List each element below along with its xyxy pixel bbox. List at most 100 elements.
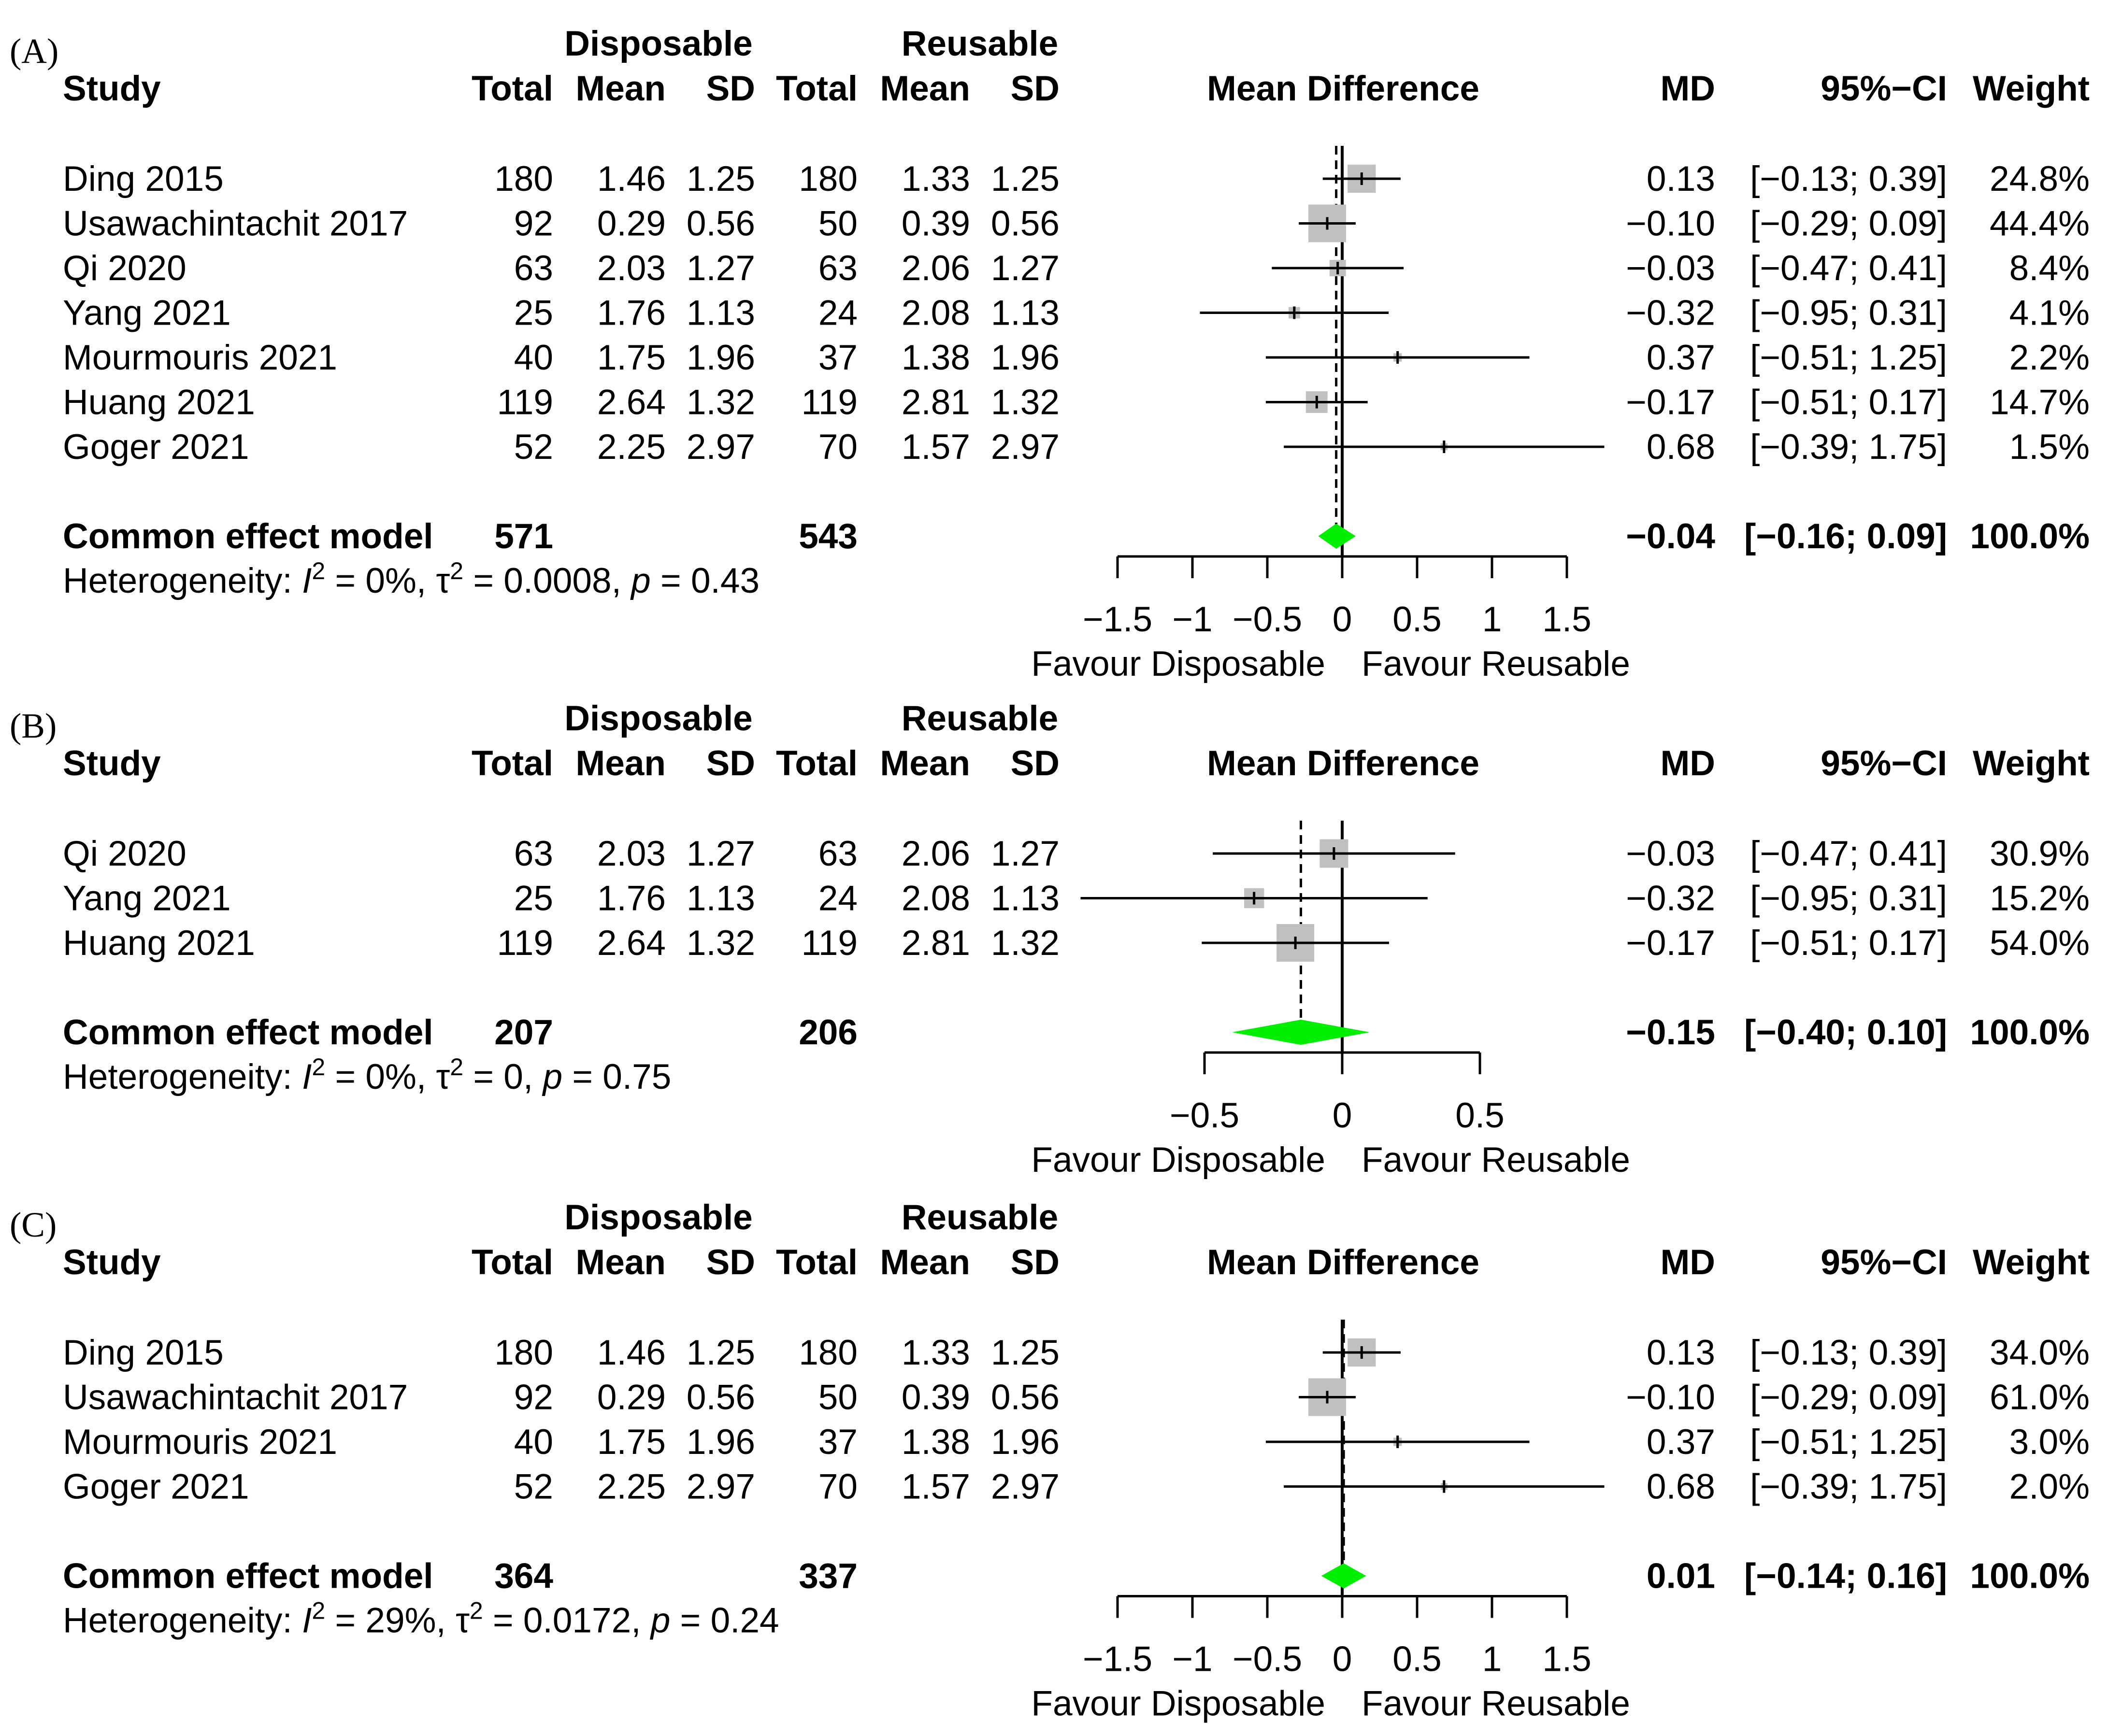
study-name: Usawachintachit 2017 [63, 1378, 408, 1417]
weight-value: 2.2% [2009, 338, 2090, 377]
reusable-sd: 0.56 [991, 1378, 1060, 1417]
pooled-ci-value: [−0.14; 0.16] [1744, 1557, 1947, 1596]
header-group-disposable: Disposable [564, 24, 752, 63]
disposable-total: 25 [514, 294, 553, 333]
header-group-disposable: Disposable [564, 699, 752, 738]
header-mean-reusable: Mean [880, 69, 970, 108]
reusable-mean: 1.33 [902, 1333, 970, 1372]
header-sd-disposable: SD [706, 1243, 755, 1282]
study-name: Huang 2021 [63, 924, 255, 963]
reusable-mean: 2.81 [902, 383, 970, 422]
pooled-disposable-total: 571 [494, 517, 553, 556]
reusable-mean: 1.33 [902, 159, 970, 199]
study-row: Goger 2021 52 2.25 2.97 70 1.57 2.97 0.68 [−0.39… [63, 1467, 2090, 1507]
ci-value: [−0.51; 0.17] [1750, 924, 1947, 963]
x-tick-label: −1 [1172, 600, 1212, 639]
header-md: MD [1660, 69, 1715, 108]
reusable-total: 50 [818, 1378, 858, 1417]
study-name: Ding 2015 [63, 159, 224, 199]
header-md: MD [1660, 1243, 1715, 1282]
header-mean-reusable: Mean [880, 1243, 970, 1282]
study-name: Mourmouris 2021 [63, 338, 337, 377]
ci-value: [−0.51; 1.25] [1750, 338, 1947, 377]
x-tick-label: 0.5 [1455, 1096, 1504, 1135]
disposable-mean: 2.25 [597, 427, 666, 467]
study-row: Usawachintachit 2017 92 0.29 0.56 50 0.39 0.56… [63, 1378, 2090, 1417]
header-sd-reusable: SD [1011, 1243, 1060, 1282]
reusable-total: 50 [818, 204, 858, 243]
x-axis: −0.5 0 0.5 Favour Disposable Favour Reusable [1031, 1051, 1630, 1180]
disposable-mean: 2.03 [597, 834, 666, 873]
pooled-row: Common effect model 571 543 −0.04 [−0.16; 0.… [63, 517, 2090, 556]
ci-value: [−0.39; 1.75] [1750, 427, 1947, 467]
study-name: Yang 2021 [63, 879, 231, 918]
disposable-sd: 0.56 [687, 204, 755, 243]
x-label-right: Favour Reusable [1362, 1684, 1630, 1723]
pooled-ci-value: [−0.40; 0.10] [1744, 1013, 1947, 1052]
header-total-reusable: Total [776, 1243, 858, 1282]
header-mean-disposable: Mean [575, 1243, 666, 1282]
md-value: −0.17 [1626, 924, 1715, 963]
disposable-total: 52 [514, 1467, 553, 1507]
pooled-disposable-total: 207 [494, 1013, 553, 1052]
reusable-total: 180 [799, 159, 858, 199]
disposable-sd: 1.27 [687, 834, 755, 873]
reusable-total: 24 [818, 294, 858, 333]
ci-value: [−0.29; 0.09] [1750, 1378, 1947, 1417]
ci-value: [−0.95; 0.31] [1750, 294, 1947, 333]
header-group-reusable: Reusable [902, 1198, 1059, 1237]
header-ci: 95%−CI [1821, 1243, 1947, 1282]
disposable-sd: 1.13 [687, 294, 755, 333]
x-tick-label: −1 [1172, 1640, 1212, 1679]
weight-value: 54.0% [1990, 924, 2090, 963]
ci-value: [−0.51; 1.25] [1750, 1423, 1947, 1462]
disposable-mean: 2.03 [597, 249, 666, 288]
pooled-diamond [1232, 1020, 1370, 1045]
study-name: Yang 2021 [63, 294, 231, 333]
study-row: Huang 2021 119 2.64 1.32 119 2.81 1.32 −0.17 [−0… [63, 383, 2090, 422]
md-value: 0.13 [1647, 159, 1715, 199]
disposable-mean: 1.76 [597, 879, 666, 918]
heterogeneity-text: Heterogeneity: I2 = 0%, τ2 = 0.0008, p =… [63, 557, 760, 600]
header-mean-difference: Mean Difference [1207, 69, 1479, 108]
study-row: Ding 2015 180 1.46 1.25 180 1.33 1.25 0.13 [−0.1… [63, 1333, 2090, 1372]
study-row: Mourmouris 2021 40 1.75 1.96 37 1.38 1.96 0.37 [… [63, 338, 2090, 377]
disposable-sd: 1.32 [687, 383, 755, 422]
disposable-mean: 1.76 [597, 294, 666, 333]
pooled-md-value: −0.04 [1626, 517, 1715, 556]
reusable-sd: 1.13 [991, 879, 1060, 918]
x-label-right: Favour Reusable [1362, 1140, 1630, 1180]
study-row: Yang 2021 25 1.76 1.13 24 2.08 1.13 −0.32 [−0.95… [63, 294, 2090, 333]
x-tick-label: 0 [1333, 1096, 1352, 1135]
reusable-mean: 2.81 [902, 924, 970, 963]
reusable-sd: 1.27 [991, 249, 1060, 288]
disposable-sd: 2.97 [687, 1467, 755, 1507]
x-tick-label: 0.5 [1392, 1640, 1441, 1679]
reusable-sd: 1.96 [991, 338, 1060, 377]
md-value: 0.37 [1647, 1423, 1715, 1462]
header-sd-reusable: SD [1011, 69, 1060, 108]
header-group-disposable: Disposable [564, 1198, 752, 1237]
panel-label: (B) [10, 706, 57, 745]
header-mean-reusable: Mean [880, 744, 970, 783]
header-ci: 95%−CI [1821, 69, 1947, 108]
header-study: Study [63, 69, 161, 108]
x-axis: −1.5 −1 −0.5 0 0.5 1 1.5 Favour Disposable Favou… [1031, 1595, 1630, 1723]
weight-value: 30.9% [1990, 834, 2090, 873]
header-sd-disposable: SD [706, 69, 755, 108]
disposable-sd: 1.25 [687, 159, 755, 199]
x-label-left: Favour Disposable [1031, 644, 1325, 683]
pooled-model-name: Common effect model [63, 517, 433, 556]
weight-value: 8.4% [2009, 249, 2090, 288]
study-row: Goger 2021 52 2.25 2.97 70 1.57 2.97 0.68 [−0.39… [63, 427, 2090, 467]
header-sd-reusable: SD [1011, 744, 1060, 783]
x-tick-label: −0.5 [1233, 1640, 1302, 1679]
disposable-total: 40 [514, 338, 553, 377]
reusable-mean: 0.39 [902, 204, 970, 243]
header-group-reusable: Reusable [902, 24, 1059, 63]
reusable-total: 37 [818, 1423, 858, 1462]
reusable-sd: 1.13 [991, 294, 1060, 333]
disposable-sd: 2.97 [687, 427, 755, 467]
reusable-total: 37 [818, 338, 858, 377]
